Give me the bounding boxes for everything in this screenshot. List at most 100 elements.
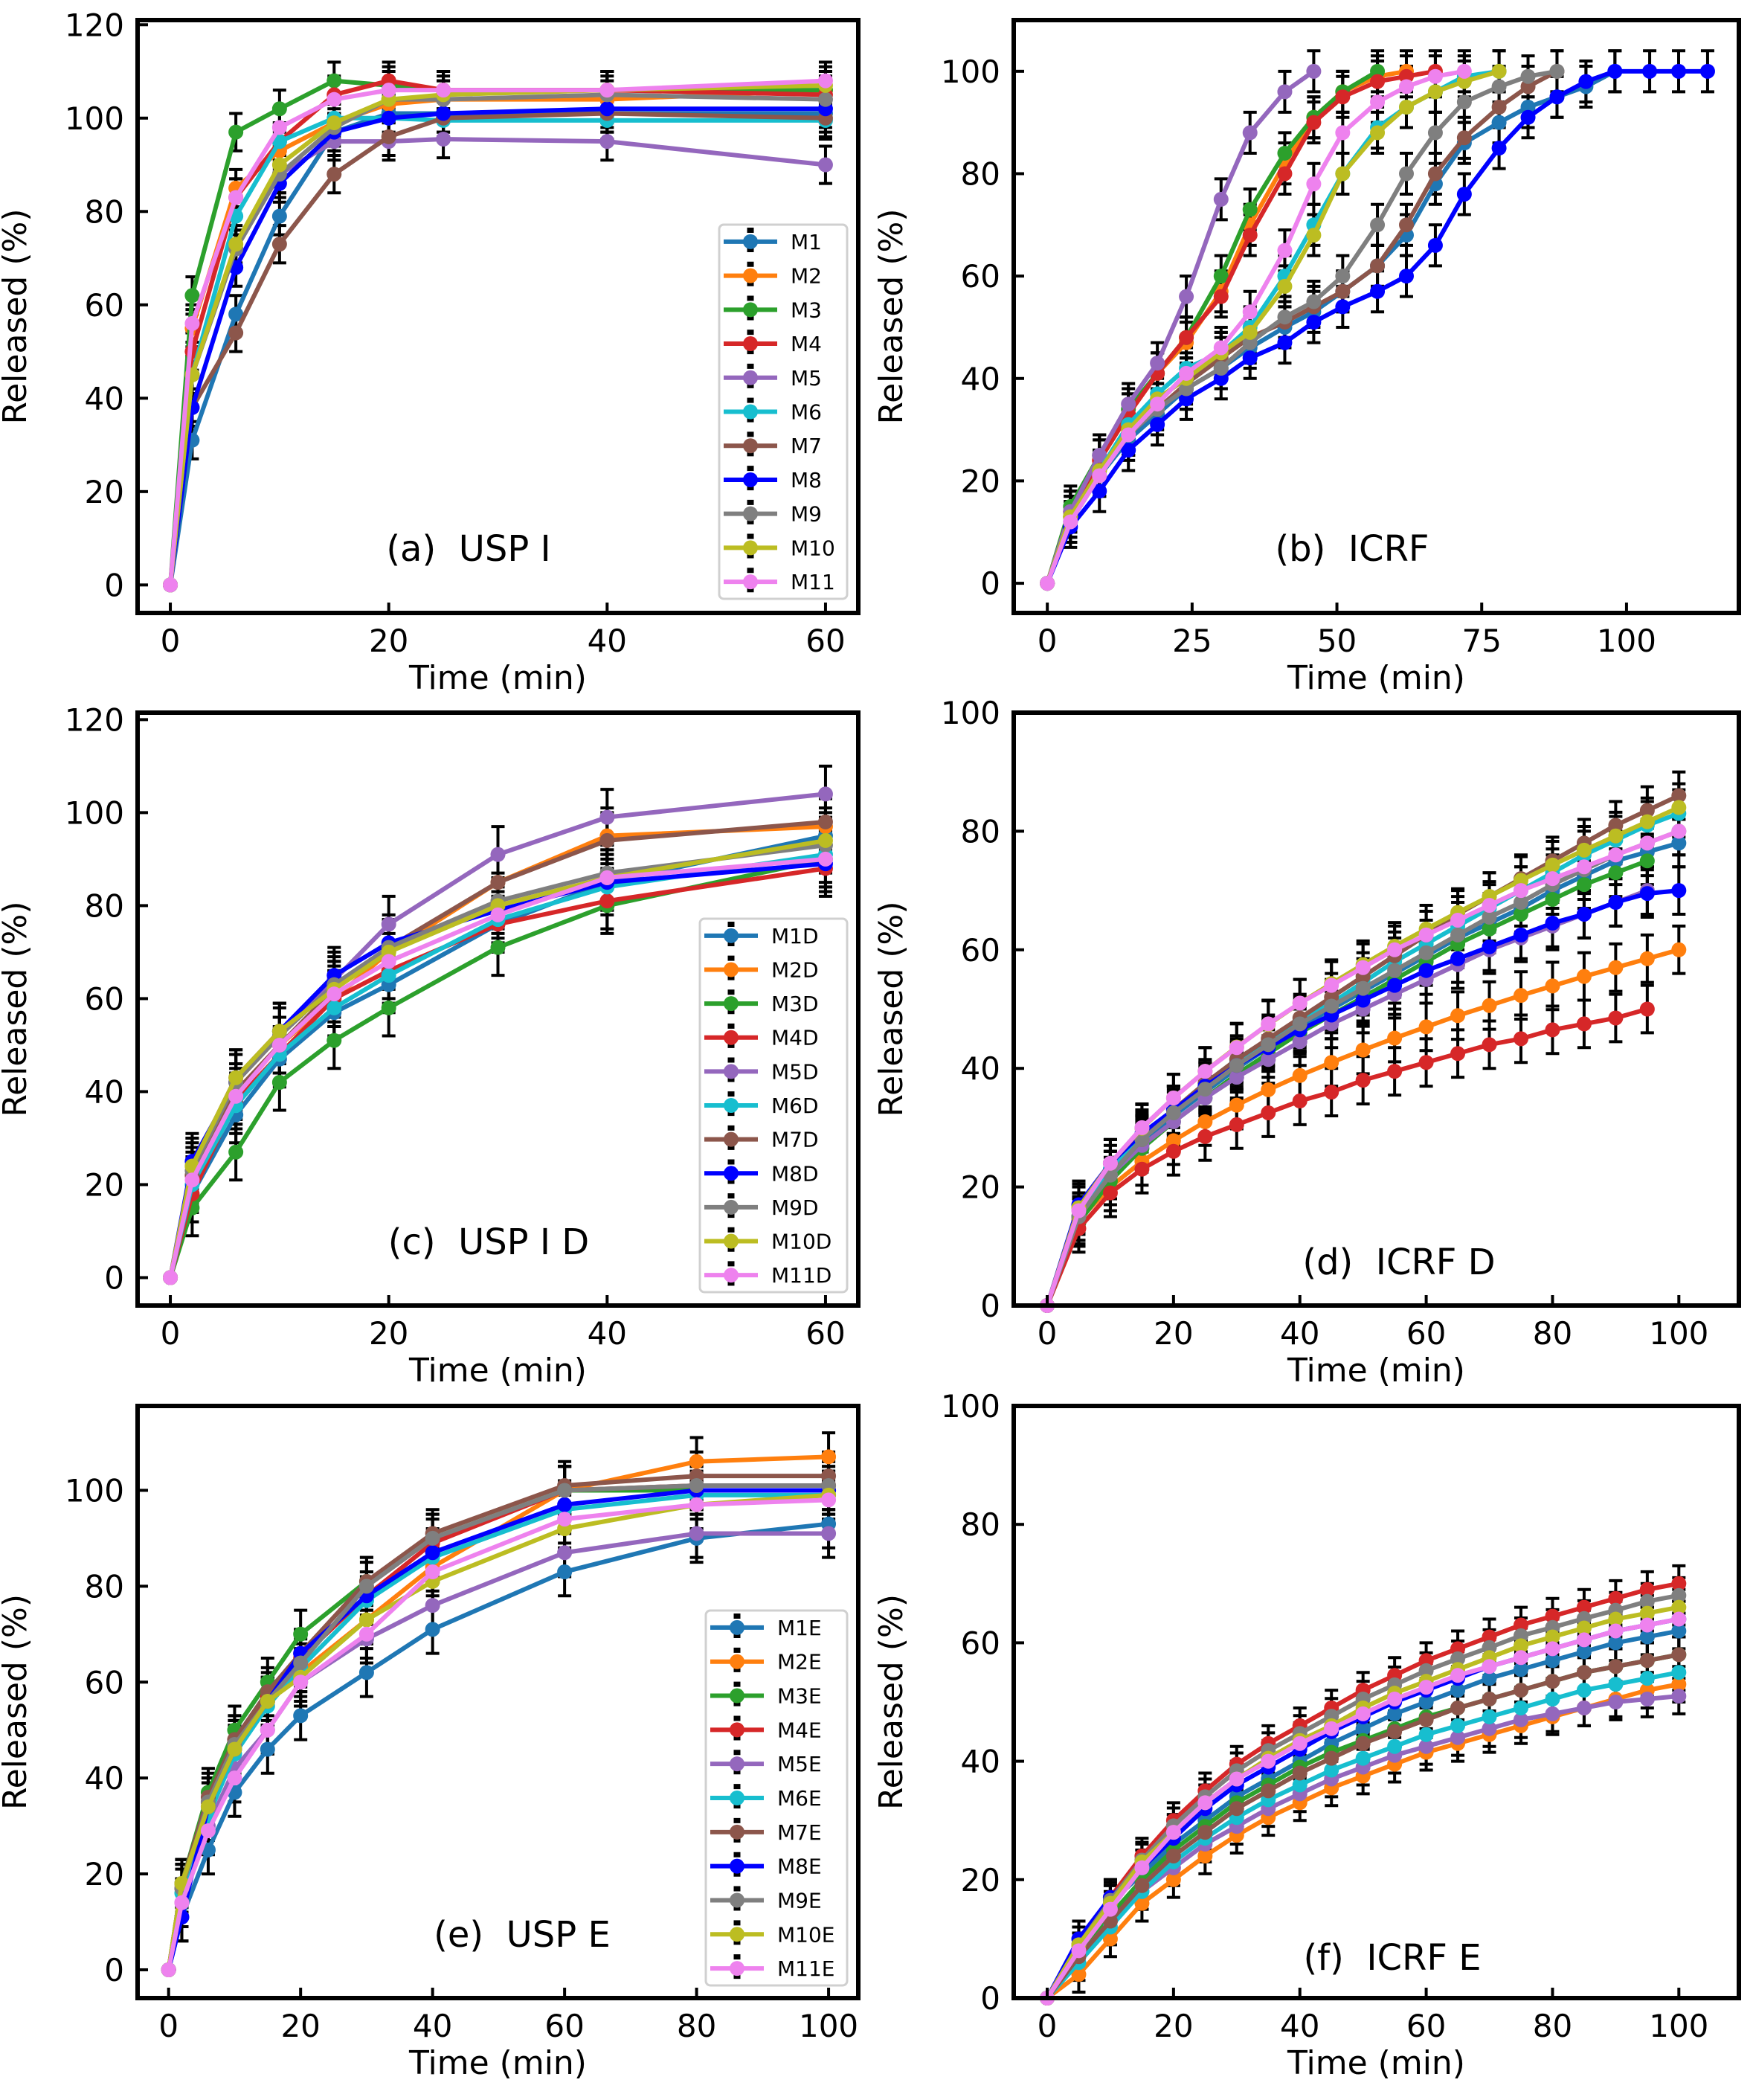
- data-point-M1E: [1355, 1721, 1371, 1736]
- data-point-M6E: [1324, 1762, 1339, 1778]
- error-bars: [1072, 1564, 1686, 1994]
- data-point-M5E: [1639, 1692, 1655, 1707]
- data-point-M11E: [1324, 1721, 1339, 1736]
- data-point-M9E: [689, 1477, 704, 1493]
- legend-item-M2D: M2D: [704, 955, 819, 984]
- data-point-M11D: [1071, 1203, 1087, 1218]
- data-point-M10: [1370, 125, 1386, 141]
- data-point-M2D: [1450, 1008, 1466, 1024]
- data-point-M5: [1150, 356, 1165, 371]
- data-point-M11D: [163, 1270, 178, 1285]
- legend-item-M4E: M4E: [710, 1715, 822, 1744]
- data-point-M7D: [1639, 803, 1655, 818]
- data-point-M2E: [1134, 1895, 1150, 1911]
- data-point-M11D: [327, 986, 342, 1002]
- legend-label: M9E: [777, 1888, 822, 1913]
- data-point-M6E: [1671, 1665, 1687, 1680]
- data-point-M11: [228, 190, 244, 205]
- legend-item-M1: M1: [724, 228, 822, 256]
- data-point-M4D: [1355, 1073, 1371, 1088]
- data-point-M3: [228, 124, 244, 140]
- data-point-M7E: [1229, 1801, 1244, 1817]
- legend-item-M10E: M10E: [710, 1920, 834, 1949]
- panel-label: (b) ICRF: [1275, 528, 1429, 570]
- data-point-M6E: [1418, 1727, 1434, 1742]
- legend-item-M5: M5: [724, 363, 822, 392]
- data-point-M6E: [1292, 1777, 1307, 1793]
- legend-box: [704, 1609, 849, 1987]
- legend-marker-icon: [724, 1199, 739, 1215]
- data-point-M1: [228, 306, 244, 322]
- data-point-M2E: [821, 1449, 837, 1465]
- data-point-M11D: [228, 1088, 244, 1104]
- data-point-M9: [1306, 294, 1322, 309]
- data-point-M4: [1370, 74, 1386, 89]
- data-point-M11D: [1261, 1016, 1276, 1032]
- data-point-M3D: [1482, 921, 1497, 937]
- data-point-M11D: [1197, 1064, 1213, 1079]
- data-point-M7: [1520, 79, 1536, 94]
- data-point-M8: [1370, 283, 1386, 299]
- axes-frame: [1011, 18, 1741, 615]
- panel-5: 0 20 40 60 80 100 0 20 40 60 80 100 Time (min) Releas…: [872, 1388, 1741, 2082]
- data-point-M2E: [1165, 1872, 1181, 1887]
- data-point-M9D: [1513, 895, 1528, 911]
- legend-marker-icon: [724, 1166, 739, 1181]
- data-point-M1E: [1545, 1653, 1560, 1669]
- data-point-M4D: [1134, 1161, 1150, 1177]
- data-point-M9E: [557, 1483, 573, 1498]
- data-point-M8D: [1545, 915, 1560, 931]
- legend-label: M11E: [777, 1956, 834, 1981]
- legend: M1D M2D M3D M4D M5D M6D M7D M8D M9D M10D M11D: [698, 917, 849, 1294]
- legend-label: M4D: [771, 1026, 819, 1050]
- data-point-M11: [1179, 365, 1194, 381]
- series-M11E: [161, 1492, 837, 1977]
- data-point-M4: [1335, 89, 1351, 105]
- data-point-M11E: [1261, 1753, 1276, 1769]
- data-point-M2D: [1355, 1042, 1371, 1058]
- data-point-M8D: [1513, 927, 1528, 943]
- data-point-M7E: [1261, 1783, 1276, 1799]
- legend-marker-icon: [730, 1654, 744, 1669]
- data-point-M2D: [1324, 1055, 1339, 1070]
- legend-item-M6: M6: [724, 397, 822, 426]
- legend-item-M11: M11: [724, 568, 835, 596]
- y-tick-label: 60: [961, 932, 1000, 969]
- data-point-M4D: [1324, 1085, 1339, 1100]
- data-point-M11E: [1450, 1668, 1466, 1683]
- y-tick-label: 80: [961, 813, 1000, 850]
- legend-label: M8: [791, 468, 822, 492]
- x-tick-label: 100: [1649, 1315, 1708, 1352]
- series-M1: [1040, 63, 1623, 591]
- legend-marker-icon: [743, 574, 758, 590]
- legend-marker-icon: [730, 1688, 744, 1704]
- data-point-M8: [1121, 443, 1136, 458]
- legend-label: M4: [791, 332, 822, 356]
- series-line-M10: [1045, 68, 1500, 585]
- y-tick-label: 120: [65, 701, 124, 738]
- data-point-M3E: [293, 1626, 309, 1642]
- data-point-M10: [1398, 100, 1414, 115]
- data-point-M4D: [1102, 1185, 1118, 1201]
- legend-marker-icon: [730, 1756, 744, 1772]
- legend-item-M9: M9: [724, 499, 822, 528]
- data-point-M10E: [260, 1694, 275, 1709]
- legend-label: M6: [791, 400, 822, 425]
- data-point-M11E: [358, 1626, 374, 1642]
- legend-item-M5E: M5E: [710, 1750, 822, 1779]
- data-point-M5D: [490, 847, 506, 862]
- data-point-M1E: [358, 1665, 374, 1680]
- x-tick-label: 40: [588, 1315, 627, 1352]
- y-tick-label: 80: [85, 887, 124, 924]
- data-point-M10E: [358, 1612, 374, 1628]
- data-point-M11D: [271, 1037, 287, 1053]
- y-tick-label: 60: [961, 258, 1000, 295]
- data-point-M8: [1335, 299, 1351, 315]
- data-point-M11D: [184, 1172, 200, 1188]
- legend-item-M1D: M1D: [704, 922, 819, 950]
- data-point-M11E: [161, 1962, 176, 1977]
- legend-label: M10D: [771, 1230, 832, 1254]
- data-point-M1E: [1418, 1695, 1434, 1709]
- y-tick-label: 80: [961, 1506, 1000, 1543]
- data-point-M2D: [1482, 998, 1497, 1013]
